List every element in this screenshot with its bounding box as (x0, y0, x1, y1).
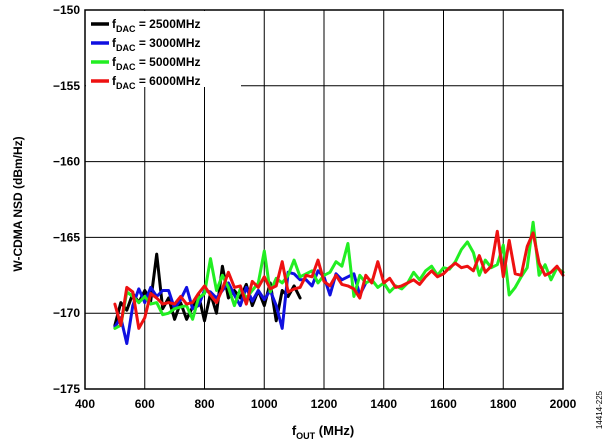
legend-label-1: fDAC = 2500MHz (112, 17, 201, 34)
y-tick-label: −170 (53, 306, 80, 320)
x-axis-label: fOUT (MHz) (292, 423, 354, 441)
x-tick-label: 1400 (370, 397, 397, 411)
legend-label-3: fDAC = 5000MHz (112, 55, 201, 72)
legend-label-2: fDAC = 3000MHz (112, 36, 201, 53)
series-lines (113, 220, 565, 345)
y-axis-label: W-CDMA NSD (dBm/Hz) (11, 136, 25, 271)
x-tick-label: 400 (75, 397, 95, 411)
y-tick-labels: −150 −155 −160 −165 −170 −175 (53, 3, 80, 396)
x-tick-labels: 400 600 800 1000 1200 1400 1600 1800 2000 (75, 397, 577, 411)
legend-label-4: fDAC = 6000MHz (112, 74, 201, 91)
series-line-3 (113, 220, 565, 330)
x-tick-label: 1000 (251, 397, 278, 411)
y-tick-label: −150 (53, 3, 80, 17)
x-axis-label-sub: OUT (296, 431, 316, 441)
x-tick-label: 2000 (550, 397, 577, 411)
series-line-4 (113, 229, 565, 330)
x-tick-label: 1200 (311, 397, 338, 411)
y-tick-label: −160 (53, 155, 80, 169)
x-tick-label: 600 (135, 397, 155, 411)
legend: fDAC = 2500MHz fDAC = 3000MHz fDAC = 5000M… (86, 11, 241, 91)
legend-background (86, 11, 241, 87)
x-tick-label: 800 (194, 397, 214, 411)
y-tick-label: −165 (53, 230, 80, 244)
x-axis-label-main: f (292, 423, 297, 438)
x-tick-label: 1800 (490, 397, 517, 411)
y-tick-label: −155 (53, 79, 80, 93)
x-tick-label: 1600 (430, 397, 457, 411)
figure-id: 14414-225 (595, 390, 604, 429)
plot-frame (84, 9, 564, 390)
x-axis-label-unit: (MHz) (315, 423, 354, 438)
y-tick-label: −175 (53, 382, 80, 396)
